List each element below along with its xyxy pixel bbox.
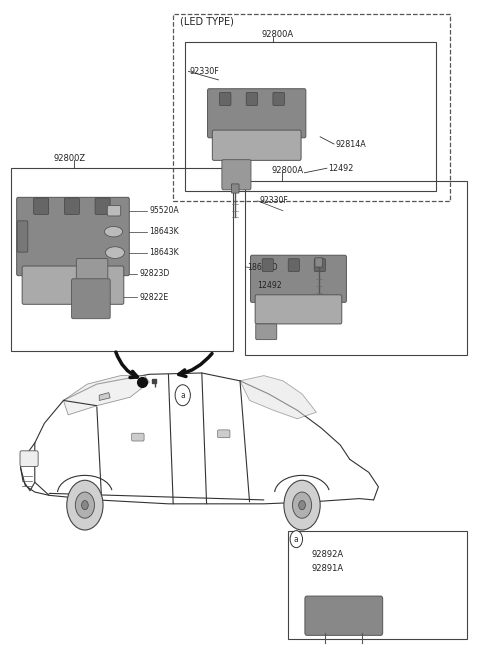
FancyBboxPatch shape [95,198,110,214]
Text: 92823D: 92823D [140,269,170,278]
Bar [245,181,467,355]
Text: 92800Z: 92800Z [54,154,86,163]
FancyBboxPatch shape [212,130,301,160]
Text: 18645D: 18645D [247,263,278,271]
FancyBboxPatch shape [219,93,231,106]
FancyBboxPatch shape [314,259,325,271]
FancyBboxPatch shape [288,259,300,271]
Circle shape [292,492,312,518]
FancyBboxPatch shape [108,206,120,216]
Bar [11,168,233,351]
Circle shape [75,492,95,518]
Text: 18643K: 18643K [149,248,179,257]
FancyBboxPatch shape [22,266,124,304]
Text: 92892A: 92892A [312,550,344,558]
FancyBboxPatch shape [231,184,239,193]
FancyBboxPatch shape [273,93,284,106]
Text: 92330F: 92330F [259,196,288,206]
Text: (LED TYPE): (LED TYPE) [180,16,234,26]
Ellipse shape [105,227,122,237]
FancyBboxPatch shape [315,258,323,267]
Circle shape [82,501,88,510]
Polygon shape [240,376,316,419]
FancyBboxPatch shape [20,451,38,466]
Polygon shape [63,376,149,415]
FancyBboxPatch shape [34,198,48,214]
Text: 92330F: 92330F [190,67,220,76]
FancyBboxPatch shape [251,255,347,302]
FancyBboxPatch shape [217,430,230,438]
Circle shape [67,480,103,530]
FancyBboxPatch shape [207,89,306,138]
Text: 95520A: 95520A [149,206,179,215]
Bar [185,42,436,191]
Text: 92800A: 92800A [262,30,294,39]
Text: 92822E: 92822E [140,292,169,302]
Bar [288,532,467,639]
FancyBboxPatch shape [17,221,28,252]
Circle shape [175,385,191,406]
Polygon shape [99,393,110,401]
FancyBboxPatch shape [76,258,108,288]
Text: 92891A: 92891A [312,564,344,573]
FancyBboxPatch shape [64,198,79,214]
Bar [173,14,450,201]
Text: a: a [180,391,185,399]
Text: 18643K: 18643K [149,227,179,236]
Ellipse shape [106,247,124,258]
Circle shape [284,480,320,530]
FancyBboxPatch shape [246,93,258,106]
Text: 92814A: 92814A [336,139,366,148]
FancyBboxPatch shape [255,295,342,324]
Text: 92800A: 92800A [271,166,303,175]
FancyBboxPatch shape [222,160,251,190]
Text: 12492: 12492 [328,164,354,173]
FancyBboxPatch shape [17,197,129,276]
FancyBboxPatch shape [256,324,277,340]
FancyBboxPatch shape [72,279,110,319]
Text: a: a [294,535,299,543]
FancyBboxPatch shape [262,259,273,271]
FancyBboxPatch shape [305,596,383,635]
Text: 12492: 12492 [257,281,281,290]
FancyBboxPatch shape [132,433,144,441]
Circle shape [290,531,302,548]
Circle shape [299,501,305,510]
